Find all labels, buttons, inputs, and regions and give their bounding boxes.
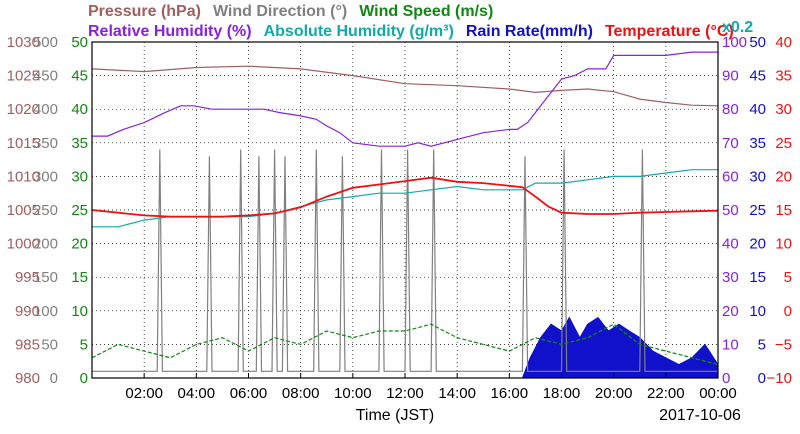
temperature-tick: 5 xyxy=(784,269,792,286)
chart-series xyxy=(91,51,719,379)
pressure-tick: 1000 xyxy=(7,236,40,253)
wind-direction-tick: 350 xyxy=(33,135,58,152)
x-tick-label: 20:00 xyxy=(595,385,633,402)
x-tick-label: 12:00 xyxy=(386,385,424,402)
wind-direction-tick: 250 xyxy=(33,202,58,219)
wind-speed-tick: 40 xyxy=(71,101,88,118)
wind-direction-tick: 50 xyxy=(41,336,58,353)
relative-humidity-tick: 50 xyxy=(722,202,739,219)
header-line1-item-2: Wind Speed (m/s) xyxy=(359,3,493,20)
wind-direction-tick: 100 xyxy=(33,303,58,320)
wind-speed-tick: 10 xyxy=(71,303,88,320)
x-tick-label: 22:00 xyxy=(647,385,685,402)
rain-rate-tick: 40 xyxy=(749,101,766,118)
temperature-tick: 40 xyxy=(775,34,792,51)
wind-speed-tick: 15 xyxy=(71,269,88,286)
date-label: 2017-10-06 xyxy=(659,407,741,424)
pressure-tick: 990 xyxy=(15,303,40,320)
relative-humidity-tick: 10 xyxy=(722,336,739,353)
pressure-tick: 1015 xyxy=(7,135,40,152)
series-pressure-hpa xyxy=(91,65,719,107)
pressure-tick: 1005 xyxy=(7,202,40,219)
relative-humidity-tick: 80 xyxy=(722,101,739,118)
pressure-tick: 1030 xyxy=(7,34,40,51)
pressure-tick: 995 xyxy=(15,269,40,286)
multiplier-label: x0.2 xyxy=(722,19,753,36)
relative-humidity-tick: 60 xyxy=(722,168,739,185)
rain-rate-tick: 5 xyxy=(758,336,766,353)
temperature-tick: 0 xyxy=(784,303,792,320)
x-tick-label: 00:00 xyxy=(699,385,737,402)
temperature-tick: −10 xyxy=(767,370,792,387)
series-wind-direction xyxy=(92,149,718,372)
rain-rate-tick: 15 xyxy=(749,269,766,286)
relative-humidity-tick: 90 xyxy=(722,68,739,85)
temperature-tick: 30 xyxy=(775,101,792,118)
pressure-tick: 980 xyxy=(15,370,40,387)
temperature-tick: 35 xyxy=(775,68,792,85)
pressure-tick: 1025 xyxy=(7,68,40,85)
x-tick-label: 18:00 xyxy=(543,385,581,402)
rain-rate-tick: 10 xyxy=(749,303,766,320)
wind-direction-tick: 200 xyxy=(33,236,58,253)
x-tick-label: 06:00 xyxy=(230,385,268,402)
wind-speed-tick: 0 xyxy=(80,370,88,387)
wind-direction-tick: 150 xyxy=(33,269,58,286)
x-axis-label: Time (JST) xyxy=(356,407,435,424)
x-tick-label: 14:00 xyxy=(438,385,476,402)
pressure-tick: 1010 xyxy=(7,168,40,185)
pressure-tick: 1020 xyxy=(7,101,40,118)
rain-rate-tick: 50 xyxy=(749,34,766,51)
header-line2-item-1: Absolute Humidity (g/m³) xyxy=(264,23,454,40)
wind-speed-tick: 35 xyxy=(71,135,88,152)
rain-rate-tick: 30 xyxy=(749,168,766,185)
wind-direction-tick: 0 xyxy=(50,370,58,387)
x-tick-label: 04:00 xyxy=(178,385,216,402)
rain-rate-tick: 35 xyxy=(749,135,766,152)
pressure-tick: 985 xyxy=(15,336,40,353)
relative-humidity-tick: 40 xyxy=(722,236,739,253)
wind-speed-tick: 5 xyxy=(80,336,88,353)
temperature-tick: 15 xyxy=(775,202,792,219)
wind-speed-tick: 30 xyxy=(71,168,88,185)
wind-speed-tick: 20 xyxy=(71,236,88,253)
wind-speed-tick: 50 xyxy=(71,34,88,51)
wind-speed-tick: 45 xyxy=(71,68,88,85)
x-tick-label: 16:00 xyxy=(491,385,529,402)
relative-humidity-tick: 100 xyxy=(722,34,747,51)
temperature-tick: −5 xyxy=(775,336,792,353)
relative-humidity-tick: 0 xyxy=(722,370,730,387)
temperature-tick: 20 xyxy=(775,168,792,185)
rain-rate-tick: 20 xyxy=(749,236,766,253)
rain-rate-tick: 25 xyxy=(749,202,766,219)
temperature-tick: 10 xyxy=(775,236,792,253)
relative-humidity-tick: 20 xyxy=(722,303,739,320)
rain-rate-tick: 45 xyxy=(749,68,766,85)
wind-direction-tick: 400 xyxy=(33,101,58,118)
header-line1-item-1: Wind Direction (°) xyxy=(213,3,347,20)
header-line2-item-3: Temperature (°C) xyxy=(605,23,734,40)
wind-direction-tick: 300 xyxy=(33,168,58,185)
wind-speed-tick: 25 xyxy=(71,202,88,219)
rain-rate-tick: 0 xyxy=(758,370,766,387)
series-rain-rate-mm-h xyxy=(521,316,719,379)
series-relative-humidity xyxy=(92,51,718,147)
wind-direction-tick: 450 xyxy=(33,68,58,85)
chart-header: Pressure (hPa) Wind Direction (°) Wind Spe… xyxy=(88,3,753,40)
header-line1-item-0: Pressure (hPa) xyxy=(88,3,201,20)
x-tick-label: 08:00 xyxy=(282,385,320,402)
axis-ticks: 1030102510201015101010051000995990985980… xyxy=(7,34,792,402)
wind-direction-tick: 500 xyxy=(33,34,58,51)
x-tick-label: 10:00 xyxy=(334,385,372,402)
temperature-tick: 25 xyxy=(775,135,792,152)
relative-humidity-tick: 30 xyxy=(722,269,739,286)
header-line2-item-0: Relative Humidity (%) xyxy=(88,23,252,40)
relative-humidity-tick: 70 xyxy=(722,135,739,152)
x-tick-label: 02:00 xyxy=(125,385,163,402)
series-temperature-c xyxy=(91,176,719,218)
header-line2-item-2: Rain Rate(mm/h) xyxy=(466,23,593,40)
